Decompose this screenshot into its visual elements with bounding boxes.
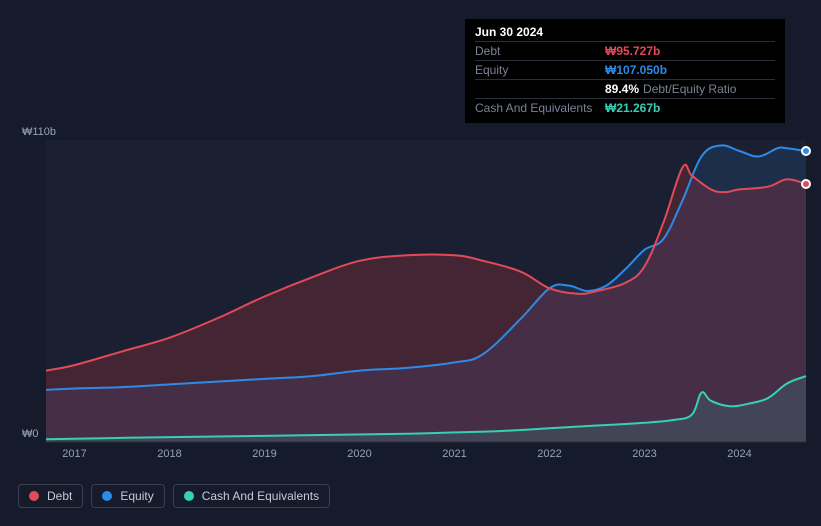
tooltip-label: Cash And Equivalents [475, 101, 605, 115]
x-axis-label: 2023 [632, 448, 656, 460]
legend-dot-icon [184, 491, 194, 501]
tooltip-row: Debt₩95.727b [475, 41, 775, 60]
legend-item-equity[interactable]: Equity [91, 484, 164, 508]
tooltip-value: ₩95.727b [605, 44, 660, 58]
x-axis-label: 2024 [727, 448, 751, 460]
tooltip-title: Jun 30 2024 [475, 25, 775, 39]
equity-end-marker [801, 146, 811, 156]
tooltip-row: Equity₩107.050b [475, 60, 775, 79]
x-axis-label: 2019 [252, 448, 276, 460]
debt-end-marker [801, 179, 811, 189]
legend: Debt Equity Cash And Equivalents [18, 484, 330, 508]
tooltip-label [475, 82, 605, 96]
legend-item-cash-and-equivalents[interactable]: Cash And Equivalents [173, 484, 330, 508]
legend-label: Equity [120, 489, 153, 503]
legend-label: Debt [47, 489, 72, 503]
x-axis-label: 2017 [62, 448, 86, 460]
tooltip-value: ₩107.050b [605, 63, 667, 77]
tooltip-sublabel: Debt/Equity Ratio [643, 82, 736, 96]
legend-dot-icon [102, 491, 112, 501]
tooltip-row: Cash And Equivalents₩21.267b [475, 98, 775, 117]
tooltip-label: Equity [475, 63, 605, 77]
x-axis-label: 2020 [347, 448, 371, 460]
x-axis-label: 2018 [157, 448, 181, 460]
tooltip-label: Debt [475, 44, 605, 58]
legend-dot-icon [29, 491, 39, 501]
x-axis-label: 2022 [537, 448, 561, 460]
x-axis-label: 2021 [442, 448, 466, 460]
legend-item-debt[interactable]: Debt [18, 484, 83, 508]
tooltip-value: 89.4%Debt/Equity Ratio [605, 82, 736, 96]
chart-container: Jun 30 2024 Debt₩95.727bEquity₩107.050b8… [0, 0, 821, 526]
tooltip-row: 89.4%Debt/Equity Ratio [475, 79, 775, 98]
tooltip-value: ₩21.267b [605, 101, 660, 115]
chart-tooltip: Jun 30 2024 Debt₩95.727bEquity₩107.050b8… [465, 19, 785, 123]
legend-label: Cash And Equivalents [202, 489, 319, 503]
